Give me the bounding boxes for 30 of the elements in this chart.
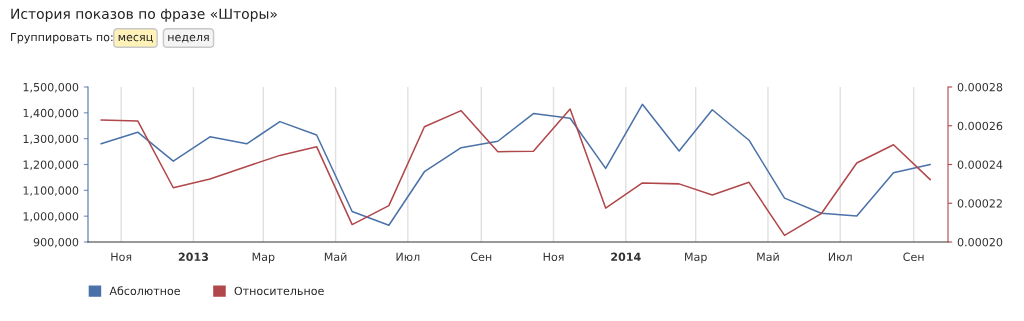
x-tick-label: Ноя [111,252,132,262]
text: месяц [118,34,153,43]
y-tick-label: 1,000,000 [23,212,79,222]
x-tick-label: Ноя [543,252,564,262]
y-tick-label: 1,400,000 [23,108,79,119]
x-tick-label: 2013 [178,252,209,262]
x-tick-label: Июл [828,252,852,262]
x-tick-label: Сен [470,252,492,262]
y2-tick-label: 0.00020 [957,237,1003,247]
y-tick-label: 1,500,000 [23,82,79,93]
x-tick-label: Май [324,252,347,262]
y2-tick-label: 0.00028 [957,82,1003,92]
y-tick-label: 1,200,000 [23,160,79,171]
text: неделя [168,34,209,43]
y2-tick-label: 0.00022 [957,199,1002,208]
chart-title: История показов по фразе «Шторы» [11,8,277,22]
y-tick-label: 900,000 [33,237,79,248]
x-tick-label: Мар [252,252,275,264]
legend-label: Относительное [234,286,324,296]
x-tick-label: Сен [903,252,924,262]
x-tick-label: Мар [685,252,707,264]
text: Группировать по: [11,32,113,44]
y2-tick-label: 0.00026 [957,121,1003,131]
x-tick-label: Июл [396,252,420,262]
y2-tick-label: 0.00024 [957,160,1003,169]
legend-label: Абсолютное [109,286,180,296]
x-tick-label: 2014 [611,252,641,262]
y-tick-label: 1,100,000 [23,186,79,196]
y-tick-label: 1,300,000 [23,134,79,145]
x-tick-label: Май [757,252,779,262]
